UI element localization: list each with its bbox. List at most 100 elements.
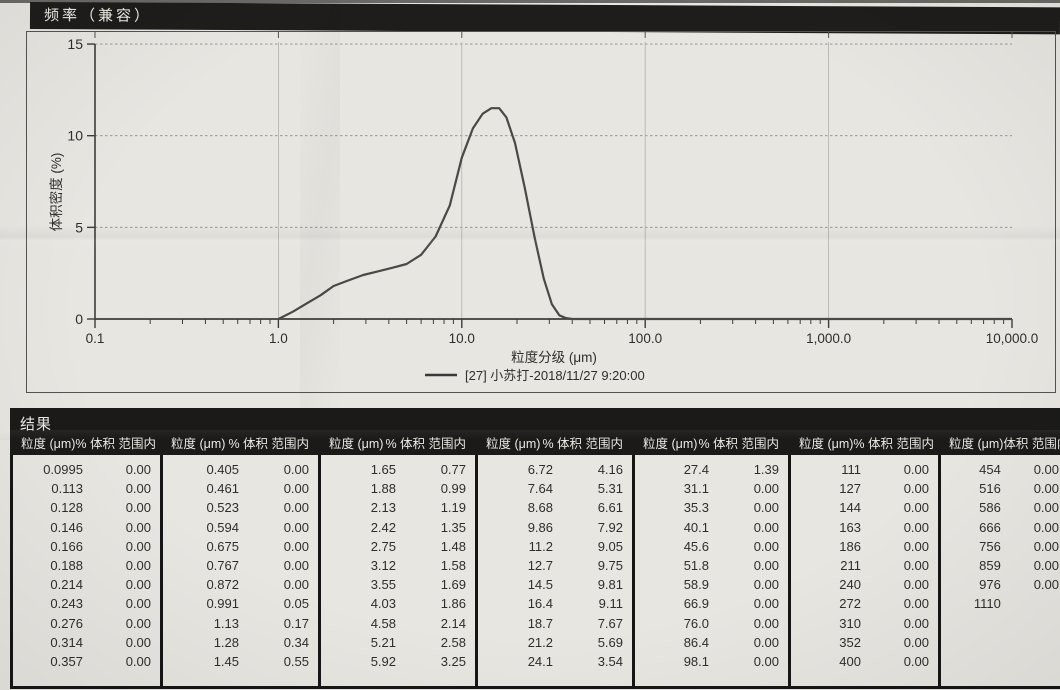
cell-particle-size: 0.523 (206, 500, 239, 516)
cell-volume-percent (1001, 594, 1060, 613)
cell-volume-percent: 1.58 (440, 557, 466, 573)
header-pct-label: % 体积 范围内 (542, 437, 623, 451)
table-row: 1.65 0.77 (321, 460, 475, 479)
cell-particle-size: 0.188 (50, 557, 83, 573)
cell-particle-size: 40.1 (683, 519, 709, 535)
cell-particle-size: 0.314 (50, 634, 83, 650)
cell-particle-size: 516 (979, 481, 1001, 497)
table-row: 144 0.00 (791, 498, 938, 517)
table-row: 18.7 7.67 (478, 614, 632, 633)
cell-particle-size: 18.7 (527, 615, 553, 631)
frequency-header-bar: 频率（兼容） (29, 2, 1060, 35)
results-header-group: 粒度 (μm)% 体积 范围内 (475, 435, 632, 453)
header-size-label: 粒度 (μm) (799, 437, 854, 451)
cell-volume-percent: 0.99 (440, 481, 466, 497)
cell-particle-size: 2.42 (370, 519, 396, 535)
cell-volume-percent: 9.81 (597, 577, 623, 593)
table-row: 21.2 5.69 (478, 633, 632, 652)
x-tick-label: 1,000.0 (806, 331, 851, 346)
results-table-body: 0.0995 0.00 0.113 0.00 0.128 0.00 0.146 0.00 0.1… (10, 455, 1060, 686)
cell-volume-percent: 0.00 (125, 634, 151, 650)
cell-particle-size: 0.872 (206, 577, 239, 593)
x-axis-title: 粒度分级 (μm) (511, 350, 597, 365)
results-header-group: 粒度 (μm)体积 范围内 (938, 435, 1060, 453)
cell-volume-percent: 0.00 (283, 462, 309, 477)
table-row: 5.21 2.58 (321, 633, 475, 652)
results-column-headers: 粒度 (μm)% 体积 范围内 粒度 (μm)% 体积 范围内 粒度 (μm)% 体… (10, 435, 1060, 453)
table-row: 24.1 3.54 (478, 652, 632, 671)
cell-particle-size: 0.991 (206, 596, 239, 612)
cell-particle-size: 5.92 (370, 653, 396, 669)
table-row: 98.1 0.00 (635, 652, 788, 671)
cell-particle-size: 1.65 (370, 462, 396, 477)
cell-particle-size: 0.128 (50, 500, 83, 516)
cell-volume-percent (1001, 633, 1060, 652)
cell-volume-percent: 1.48 (440, 538, 466, 554)
cell-particle-size: 0.166 (50, 538, 83, 554)
cell-particle-size: 859 (979, 557, 1001, 573)
table-row: 0.767 0.00 (163, 556, 318, 575)
table-row: 0.461 0.00 (163, 479, 318, 498)
results-data-group: 111 0.00 127 0.00 144 0.00 163 0.00 186 0.00 211 0.… (788, 455, 938, 686)
cell-particle-size: 0.214 (50, 577, 83, 593)
cell-volume-percent: 0.00 (1033, 500, 1059, 516)
cell-volume-percent: 9.05 (597, 538, 623, 554)
table-row: 0.405 0.00 (163, 460, 318, 479)
cell-volume-percent: 0.00 (753, 615, 779, 631)
results-header-group: 粒度 (μm)% 体积 范围内 (160, 435, 318, 453)
cell-volume-percent: 0.00 (753, 481, 779, 497)
x-tick-label: 1.0 (269, 331, 288, 346)
cell-volume-percent: 0.77 (440, 462, 466, 477)
table-row: 7.64 5.31 (478, 479, 632, 498)
cell-particle-size: 0.276 (50, 615, 83, 631)
table-row: 0.523 0.00 (163, 498, 318, 517)
table-row: 4.58 2.14 (321, 614, 475, 633)
cell-particle-size: 58.9 (683, 577, 709, 593)
table-row: 240 0.00 (791, 575, 938, 594)
cell-volume-percent: 0.00 (903, 634, 929, 650)
cell-particle-size: 454 (979, 462, 1001, 477)
table-row: 35.3 0.00 (635, 498, 788, 517)
cell-particle-size: 21.2 (527, 634, 553, 650)
cell-volume-percent: 0.00 (125, 615, 151, 631)
cell-volume-percent: 0.00 (125, 519, 151, 535)
table-row: 5.92 3.25 (321, 652, 475, 671)
cell-volume-percent: 0.00 (1033, 481, 1059, 497)
table-row: 0.146 0.00 (13, 518, 160, 537)
table-row: 0.675 0.00 (163, 537, 318, 556)
cell-particle-size: 352 (839, 634, 861, 650)
cell-particle-size: 3.55 (370, 577, 396, 593)
cell-volume-percent: 0.55 (283, 653, 309, 669)
table-row: 756 0.00 (941, 537, 1060, 556)
cell-particle-size: 111 (841, 462, 861, 477)
table-row: 859 0.00 (941, 556, 1060, 575)
table-row: 6.72 4.16 (478, 460, 632, 479)
cell-particle-size: 976 (979, 577, 1001, 593)
cell-volume-percent: 0.00 (283, 481, 309, 497)
cell-particle-size: 11.2 (528, 538, 553, 554)
cell-particle-size: 0.461 (206, 481, 239, 497)
cell-volume-percent: 7.67 (597, 615, 623, 631)
results-header-group: 粒度 (μm)% 体积 范围内 (318, 435, 475, 453)
y-tick-label: 5 (75, 219, 83, 235)
cell-particle-size: 16.4 (527, 596, 553, 612)
cell-particle-size: 98.1 (683, 653, 709, 669)
cell-particle-size: 4.58 (370, 615, 396, 631)
results-data-group: 1.65 0.77 1.88 0.99 2.13 1.19 2.42 1.35 2.75 1.48… (318, 455, 475, 686)
cell-volume-percent: 0.00 (753, 653, 779, 669)
table-row: 8.68 6.61 (478, 498, 632, 517)
results-title: 结果 (20, 416, 53, 433)
cell-particle-size: 27.4 (683, 462, 709, 477)
cell-volume-percent: 1.19 (440, 500, 466, 516)
cell-volume-percent: 0.00 (283, 500, 309, 516)
table-row: 0.188 0.00 (13, 556, 160, 575)
table-row (941, 652, 1060, 671)
table-row: 186 0.00 (791, 537, 938, 556)
table-row (941, 614, 1060, 633)
cell-particle-size: 6.72 (527, 462, 553, 477)
cell-particle-size: 7.64 (527, 481, 553, 497)
table-row: 0.594 0.00 (163, 518, 318, 537)
cell-particle-size: 51.8 (683, 557, 709, 573)
cell-particle-size: 0.767 (206, 557, 239, 573)
cell-particle-size: 3.12 (370, 557, 396, 573)
